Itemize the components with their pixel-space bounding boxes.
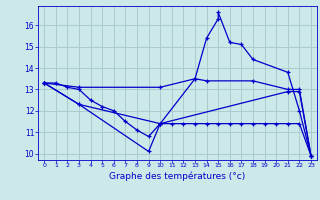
- X-axis label: Graphe des températures (°c): Graphe des températures (°c): [109, 171, 246, 181]
